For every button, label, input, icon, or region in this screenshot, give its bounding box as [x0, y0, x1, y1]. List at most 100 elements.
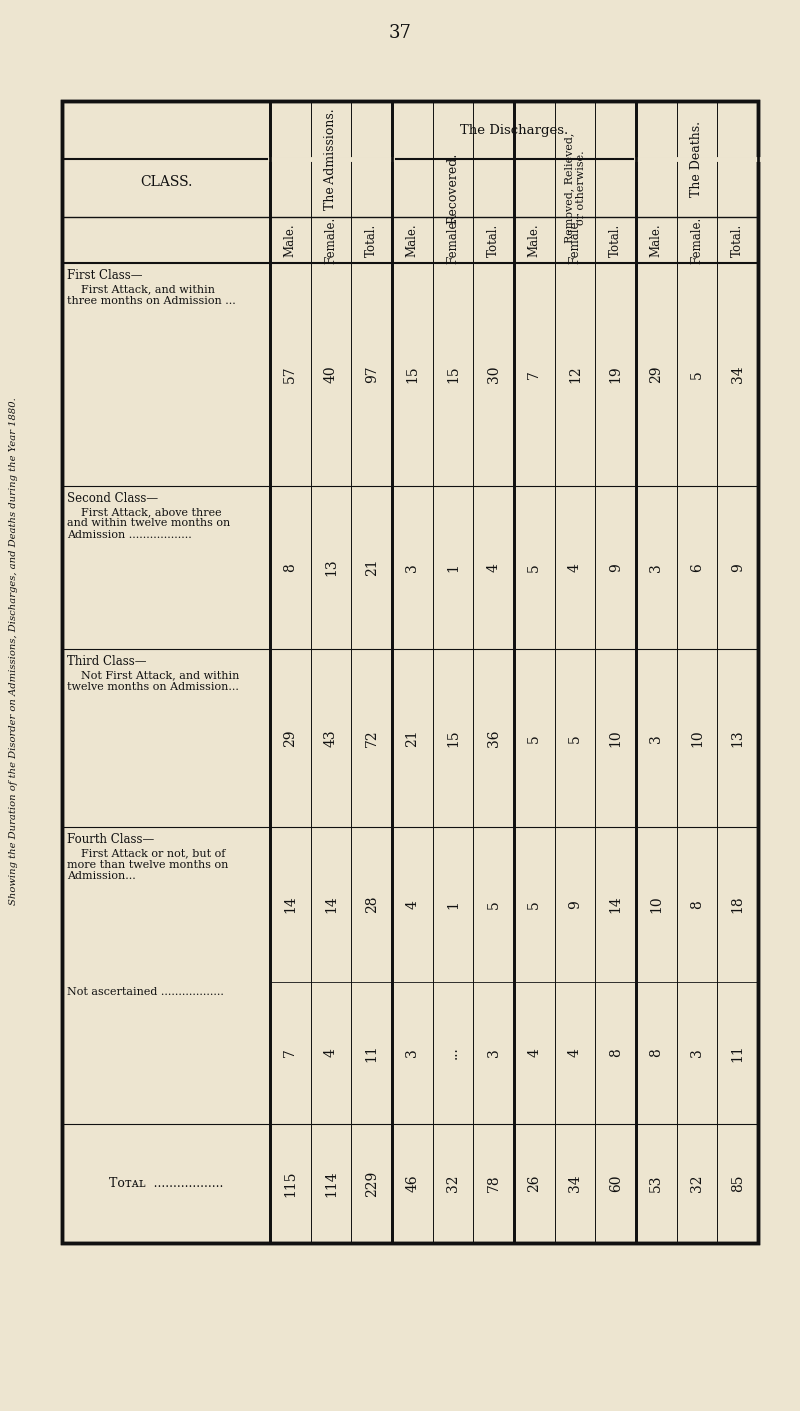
Text: Total.: Total.: [487, 223, 500, 257]
Text: 21: 21: [406, 729, 419, 746]
Text: The Admissions.: The Admissions.: [325, 109, 338, 210]
Text: 8: 8: [690, 900, 704, 909]
Text: 53: 53: [650, 1175, 663, 1192]
Text: 78: 78: [486, 1175, 501, 1192]
Text: ...: ...: [446, 1047, 460, 1060]
Text: 32: 32: [446, 1175, 460, 1192]
Text: Male.: Male.: [528, 223, 541, 257]
Text: 85: 85: [730, 1175, 745, 1192]
Text: Male.: Male.: [650, 223, 663, 257]
Text: 15: 15: [446, 729, 460, 746]
Text: 4: 4: [568, 1048, 582, 1057]
Text: Female.: Female.: [325, 216, 338, 264]
Text: 19: 19: [609, 365, 622, 384]
Text: 9: 9: [568, 900, 582, 909]
Text: 4: 4: [568, 563, 582, 571]
Text: 13: 13: [324, 559, 338, 576]
Text: 40: 40: [324, 365, 338, 384]
Text: 12: 12: [568, 365, 582, 384]
Text: Recovered.: Recovered.: [446, 152, 459, 223]
Text: Showing the Duration of the Disorder on Admissions, Discharges, and Deaths durin: Showing the Duration of the Disorder on …: [10, 396, 18, 904]
Text: 34: 34: [568, 1175, 582, 1192]
Text: 7: 7: [527, 370, 542, 378]
Text: 3: 3: [406, 1048, 419, 1057]
Text: Total.: Total.: [609, 223, 622, 257]
Text: CLASS.: CLASS.: [140, 175, 192, 189]
Text: 3: 3: [650, 563, 663, 571]
Text: 229: 229: [365, 1171, 378, 1197]
Text: 32: 32: [690, 1175, 704, 1192]
Text: 8: 8: [650, 1048, 663, 1057]
Text: 10: 10: [650, 896, 663, 913]
Text: Male.: Male.: [406, 223, 419, 257]
Text: 5: 5: [527, 900, 542, 909]
Text: 13: 13: [730, 729, 745, 746]
Text: Male.: Male.: [284, 223, 297, 257]
Text: 4: 4: [527, 1048, 542, 1057]
Text: 43: 43: [324, 729, 338, 746]
Text: 9: 9: [730, 563, 745, 571]
Text: 29: 29: [650, 365, 663, 384]
Bar: [62, 102, 758, 1243]
Text: 97: 97: [365, 365, 378, 384]
Text: 15: 15: [406, 365, 419, 384]
Text: 3: 3: [690, 1048, 704, 1057]
Text: 4: 4: [406, 900, 419, 909]
Text: Not ascertained ..................: Not ascertained ..................: [67, 986, 224, 996]
Text: 21: 21: [365, 559, 378, 576]
Text: 36: 36: [486, 729, 501, 746]
Text: 5: 5: [568, 734, 582, 742]
Text: Second Class—: Second Class—: [67, 491, 158, 505]
Text: 114: 114: [324, 1170, 338, 1197]
Text: Female.: Female.: [569, 216, 582, 264]
Text: 60: 60: [609, 1175, 622, 1192]
Text: Total.: Total.: [365, 223, 378, 257]
Text: Female.: Female.: [690, 216, 703, 264]
Text: First Class—: First Class—: [67, 270, 142, 282]
Text: First Attack, above three
and within twelve months on
Admission ................: First Attack, above three and within twe…: [67, 507, 230, 540]
Text: 3: 3: [650, 734, 663, 742]
Text: Not First Attack, and within
twelve months on Admission...: Not First Attack, and within twelve mont…: [67, 670, 239, 691]
Text: 5: 5: [527, 734, 542, 742]
Text: The Discharges.: The Discharges.: [460, 124, 568, 137]
Text: 3: 3: [486, 1048, 501, 1057]
Text: 14: 14: [283, 896, 298, 913]
Text: 5: 5: [527, 563, 542, 571]
Text: First Attack, and within
three months on Admission ...: First Attack, and within three months on…: [67, 284, 236, 306]
Text: 3: 3: [406, 563, 419, 571]
Text: 29: 29: [283, 729, 298, 746]
Text: Third Class—: Third Class—: [67, 655, 146, 667]
Text: First Attack or not, but of
more than twelve months on
Admission...: First Attack or not, but of more than tw…: [67, 848, 228, 882]
Text: 9: 9: [609, 563, 622, 571]
Text: Total.: Total.: [731, 223, 744, 257]
Text: 14: 14: [324, 896, 338, 913]
Text: 72: 72: [365, 729, 378, 746]
Text: 5: 5: [690, 370, 704, 378]
Text: 10: 10: [609, 729, 622, 746]
Text: 11: 11: [365, 1044, 378, 1062]
Text: Fourth Class—: Fourth Class—: [67, 834, 154, 847]
Text: 34: 34: [730, 365, 745, 384]
Text: 30: 30: [486, 365, 501, 384]
Text: 18: 18: [730, 896, 745, 913]
Bar: [62, 102, 758, 1243]
Text: 26: 26: [527, 1175, 542, 1192]
Text: 10: 10: [690, 729, 704, 746]
Text: 115: 115: [283, 1170, 298, 1197]
Text: 4: 4: [324, 1048, 338, 1057]
Text: 15: 15: [446, 365, 460, 384]
Text: 6: 6: [690, 563, 704, 571]
Text: Female.: Female.: [446, 216, 459, 264]
Text: 11: 11: [730, 1044, 745, 1062]
Text: 5: 5: [486, 900, 501, 909]
Text: 4: 4: [486, 563, 501, 571]
Text: 1: 1: [446, 900, 460, 909]
Text: 1: 1: [446, 563, 460, 571]
Text: 28: 28: [365, 896, 378, 913]
Text: The Deaths.: The Deaths.: [690, 121, 703, 198]
Text: 57: 57: [283, 365, 298, 384]
Text: 7: 7: [283, 1048, 298, 1057]
Text: 14: 14: [609, 896, 622, 913]
Text: 46: 46: [406, 1175, 419, 1192]
Text: Tᴏᴛᴀʟ  ..................: Tᴏᴛᴀʟ ..................: [109, 1177, 223, 1189]
